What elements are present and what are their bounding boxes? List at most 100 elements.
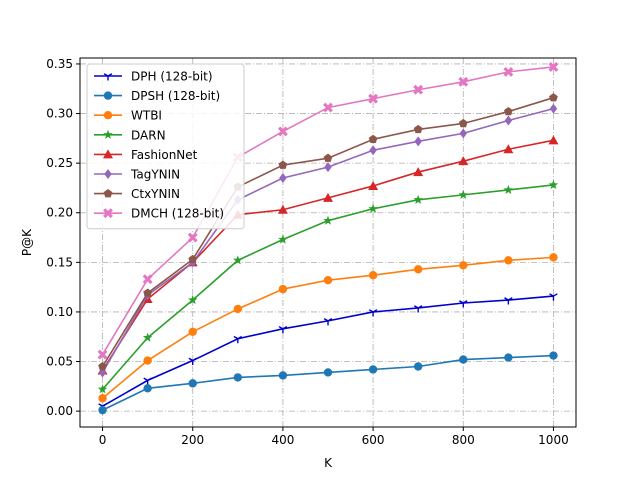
legend-label: CtxYNIN	[131, 187, 180, 201]
data-point-dmch-128-bit	[548, 61, 559, 72]
data-point-darn	[548, 179, 559, 190]
x-axis-label: K	[324, 456, 333, 470]
y-tick-label: 0.30	[46, 107, 73, 121]
axes-frame	[79, 57, 577, 428]
legend-item-darn: DARN	[94, 128, 166, 142]
data-point-wtbi	[368, 271, 378, 280]
data-point-darn	[413, 194, 423, 204]
legend: DPH (128-bit) DPSH (128-bit) WTBI DARN Fashi…	[86, 63, 245, 230]
legend-marker	[103, 208, 113, 219]
legend-item-dmch-128-bit: DMCH (128-bit)	[94, 207, 224, 221]
legend-item-wtbi: WTBI	[94, 109, 162, 123]
legend-marker	[104, 169, 112, 179]
data-point-dph-128-bit	[549, 293, 558, 301]
legend-item-tagynin: TagYNIN	[94, 168, 180, 182]
legend-label: DARN	[131, 128, 166, 142]
data-point-fashionnet	[277, 204, 288, 214]
data-point-dpsh-128-bit	[233, 373, 243, 382]
data-point-darn	[233, 255, 243, 265]
x-tick-label: 400	[271, 433, 294, 447]
y-tick-label: 0.05	[46, 355, 73, 369]
data-point-dpsh-128-bit	[504, 353, 513, 362]
data-point-wtbi	[98, 394, 107, 403]
data-point-dmch-128-bit	[97, 349, 108, 360]
data-point-tagynin	[414, 136, 422, 147]
series-darn	[97, 179, 559, 394]
data-point-dph-128-bit	[368, 309, 378, 317]
data-point-dph-128-bit	[278, 325, 288, 334]
y-axis-label: P@K	[20, 228, 34, 256]
data-point-dpsh-128-bit	[278, 371, 288, 380]
data-point-fashionnet	[368, 180, 379, 190]
data-point-dpsh-128-bit	[549, 351, 558, 360]
data-point-wtbi	[413, 265, 423, 274]
data-point-darn	[97, 384, 108, 394]
data-point-wtbi	[504, 256, 513, 265]
legend-marker	[103, 73, 113, 81]
y-tick-label: 0.15	[46, 255, 73, 269]
x-tick-label: 1000	[538, 433, 569, 447]
series-wtbi	[98, 253, 558, 403]
data-point-dph-128-bit	[323, 318, 333, 326]
data-point-fashionnet	[503, 144, 514, 154]
data-point-dpsh-128-bit	[368, 365, 378, 374]
data-point-darn	[142, 332, 153, 342]
data-point-darn	[323, 215, 333, 225]
data-point-ctxynin	[368, 134, 378, 144]
y-axis: 0.00 0.05 0.10 0.15 0.20 0.25 0.30 0.35	[46, 57, 80, 418]
data-point-tagynin	[549, 103, 558, 114]
data-point-wtbi	[143, 356, 152, 365]
data-point-dmch-128-bit	[323, 102, 333, 113]
data-point-ctxynin	[323, 153, 333, 162]
legend-item-fashionnet: FashionNet	[94, 148, 198, 162]
data-point-wtbi	[459, 261, 468, 270]
data-point-ctxynin	[188, 254, 198, 264]
y-tick-label: 0.25	[46, 156, 73, 170]
legend-item-ctxynin: CtxYNIN	[94, 187, 180, 201]
data-point-darn	[278, 234, 288, 244]
data-point-wtbi	[188, 327, 197, 336]
data-point-tagynin	[279, 173, 287, 184]
data-point-dph-128-bit	[413, 305, 423, 313]
data-point-dph-128-bit	[188, 357, 197, 366]
data-point-tagynin	[369, 145, 377, 156]
data-point-dmch-128-bit	[503, 66, 514, 77]
data-point-fashionnet	[413, 167, 424, 177]
data-point-darn	[458, 189, 469, 199]
legend-label: DMCH (128-bit)	[131, 207, 224, 221]
series-dph-128-bit	[98, 293, 558, 411]
data-point-tagynin	[504, 115, 513, 126]
y-tick-label: 0.10	[46, 305, 73, 319]
data-point-wtbi	[233, 304, 243, 314]
data-point-ctxynin	[413, 124, 423, 134]
legend-label: DPH (128-bit)	[131, 70, 213, 84]
data-point-tagynin	[324, 162, 332, 173]
data-point-dpsh-128-bit	[459, 355, 468, 364]
data-point-wtbi	[323, 275, 333, 285]
legend-label: FashionNet	[131, 148, 198, 162]
legend-label: DPSH (128-bit)	[131, 89, 220, 103]
data-point-fashionnet	[323, 192, 333, 202]
data-point-ctxynin	[503, 106, 513, 116]
legend-marker	[103, 149, 113, 159]
legend-marker	[103, 189, 113, 198]
legend-item-dph-128-bit: DPH (128-bit)	[94, 70, 213, 84]
data-point-ctxynin	[143, 288, 153, 297]
data-point-dpsh-128-bit	[188, 379, 197, 388]
data-point-dph-128-bit	[233, 335, 243, 344]
y-tick-label: 0.00	[46, 404, 73, 418]
data-point-dph-128-bit	[459, 300, 468, 308]
data-point-ctxynin	[549, 93, 558, 102]
data-point-dmch-128-bit	[458, 76, 469, 87]
x-axis: 0 200 400 600 800 1000	[99, 427, 569, 447]
legend-marker	[103, 111, 113, 120]
data-point-dpsh-128-bit	[413, 362, 423, 371]
legend-item-dpsh-128-bit: DPSH (128-bit)	[94, 89, 220, 103]
data-point-dph-128-bit	[504, 297, 513, 305]
y-tick-label: 0.35	[46, 57, 73, 71]
data-point-ctxynin	[98, 361, 107, 371]
data-point-darn	[368, 203, 378, 213]
data-point-ctxynin	[458, 118, 468, 128]
data-point-dpsh-128-bit	[143, 384, 152, 393]
